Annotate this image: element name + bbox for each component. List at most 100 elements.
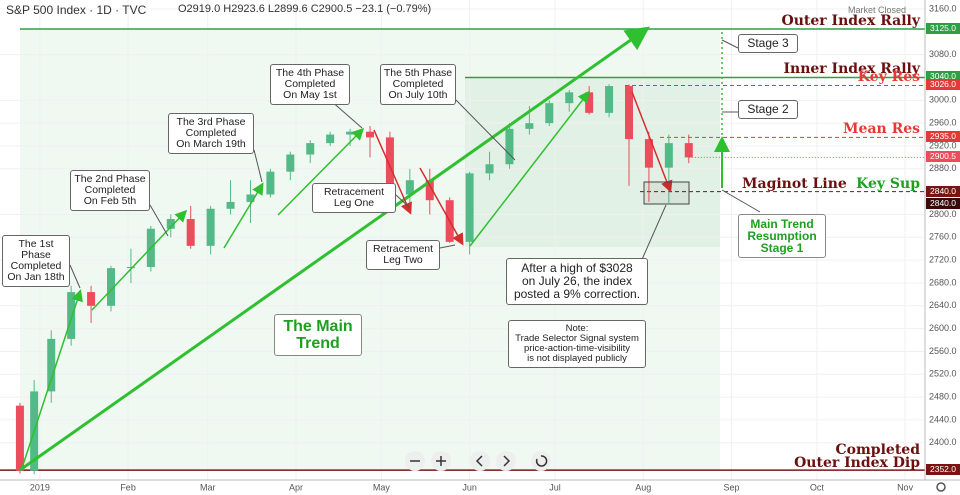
y-tick-label: 2920.0 xyxy=(929,140,957,150)
level-label: Maginot Line xyxy=(742,175,847,192)
retracement-arrow xyxy=(631,91,673,193)
trend-arrows xyxy=(19,26,761,472)
y-tick-label: 2520.0 xyxy=(929,369,957,379)
annotation: Note: Trade Selector Signal system price… xyxy=(508,320,646,368)
candle-body xyxy=(565,92,574,104)
phase-arrow xyxy=(469,90,590,247)
scroll-right-button[interactable] xyxy=(496,451,516,471)
y-tick-label: 2680.0 xyxy=(929,277,957,287)
candle-body xyxy=(226,201,235,209)
x-tick-label: Jun xyxy=(462,482,477,492)
y-tick-label: 3000.0 xyxy=(929,95,957,105)
y-tick-label: 2960.0 xyxy=(929,118,957,128)
candle-body xyxy=(286,154,295,172)
candle-body xyxy=(625,86,633,140)
x-tick-label: Sep xyxy=(723,482,739,492)
price-tag: 3026.0 xyxy=(926,79,960,91)
main-trend-arrow xyxy=(19,26,650,472)
price-tag: 3125.0 xyxy=(926,22,960,34)
x-tick-label: May xyxy=(373,482,391,492)
annotation: Retracement Leg Two xyxy=(366,240,440,270)
icon xyxy=(535,455,548,467)
annotation: The 3rd Phase Completed On March 19th xyxy=(168,113,254,154)
candle-body xyxy=(126,266,135,269)
candle-body xyxy=(644,139,653,168)
level-label: Mean Res xyxy=(843,121,920,138)
zoom-controls xyxy=(405,451,551,471)
level-label: Inner Index Rally xyxy=(783,61,920,78)
reset-button[interactable] xyxy=(531,451,551,471)
y-tick-label: 3160.0 xyxy=(929,3,957,13)
y-tick-label: 2640.0 xyxy=(929,300,957,310)
candle-body xyxy=(107,268,115,306)
y-tick-label: 2440.0 xyxy=(929,414,957,424)
callout-line xyxy=(721,189,761,213)
price-tag: 2840.0 xyxy=(926,197,960,209)
candle-body xyxy=(346,131,355,135)
callout-line xyxy=(639,204,667,265)
candle-body xyxy=(425,180,434,201)
x-tick-label: Aug xyxy=(635,482,651,492)
price-tag: 2935.0 xyxy=(926,131,960,143)
icon xyxy=(503,455,511,467)
annotation: The 4th Phase Completed On May 1st xyxy=(270,64,350,105)
callout-line xyxy=(721,39,739,49)
phase-arrow xyxy=(277,127,365,216)
candle-body xyxy=(605,86,614,113)
level-label: Key Sup xyxy=(856,175,920,192)
candle-body xyxy=(87,292,96,306)
candle-body xyxy=(67,292,76,339)
ohlc-values: O2919.0 H2923.6 L2899.6 C2900.5 −23.1 (−… xyxy=(178,3,432,15)
price-tag: 2352.0 xyxy=(926,464,960,476)
candle-body xyxy=(366,131,374,138)
annotation: After a high of $3028 on July 26, the in… xyxy=(506,258,648,305)
annotation: Stage 2 xyxy=(738,100,798,119)
level-label: Completed Outer Index Dip xyxy=(794,442,920,472)
candle-body xyxy=(206,208,215,246)
candle-body xyxy=(684,143,693,158)
scroll-left-button[interactable] xyxy=(470,451,490,471)
x-tick-label: Oct xyxy=(810,482,825,492)
y-tick-label: 2400.0 xyxy=(929,437,957,447)
x-tick-label: Mar xyxy=(200,482,216,492)
annotation: Main Trend Resumption Stage 1 xyxy=(738,214,826,258)
annotation: The 2nd Phase Completed On Feb 5th xyxy=(70,170,150,211)
settings-button[interactable] xyxy=(936,482,946,492)
phase-arrow xyxy=(91,209,188,311)
level-label: Key Res xyxy=(857,69,920,86)
x-tick-label: Apr xyxy=(289,482,303,492)
callout-line xyxy=(149,204,169,237)
candle-body xyxy=(166,219,175,229)
candle-body xyxy=(485,164,494,174)
annotation: The 5th Phase Completed On July 10th xyxy=(380,64,456,105)
phase-arrow xyxy=(223,182,264,249)
last-price-tag: 2900.5 xyxy=(926,151,960,163)
annotation: The 1st Phase Completed On Jan 18th xyxy=(2,235,70,287)
candle-body xyxy=(15,405,24,471)
y-tick-label: 2720.0 xyxy=(929,254,957,264)
y-tick-label: 3080.0 xyxy=(929,49,957,59)
x-tick-label: Nov xyxy=(897,482,914,492)
candle-body xyxy=(465,173,474,242)
annotation: The Main Trend xyxy=(274,314,362,356)
level-label: Outer Index Rally xyxy=(781,12,920,29)
candle-body xyxy=(664,143,673,168)
candle-body xyxy=(545,103,554,124)
icon xyxy=(436,456,446,466)
x-tick-label: Feb xyxy=(120,482,136,492)
candle-body xyxy=(405,180,414,195)
callout-line xyxy=(455,99,516,161)
phase-arrow xyxy=(21,289,83,469)
candle-body xyxy=(266,171,275,195)
x-tick-label: Jul xyxy=(549,482,561,492)
y-tick-label: 2760.0 xyxy=(929,232,957,242)
candle-body xyxy=(186,219,195,246)
candle-body xyxy=(47,338,56,392)
market-status: Market Closed xyxy=(848,5,907,15)
callout-line xyxy=(69,264,81,289)
x-tick-label: 2019 xyxy=(30,482,50,492)
annotation: Retracement Leg One xyxy=(312,183,396,213)
callout-line xyxy=(253,149,263,183)
